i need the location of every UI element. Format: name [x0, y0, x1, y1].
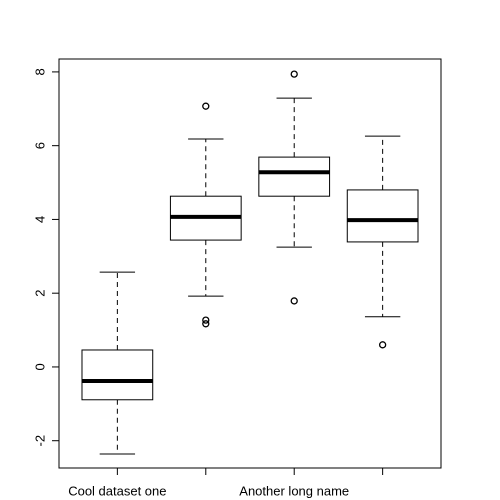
- box: [258, 156, 331, 197]
- box: [81, 349, 154, 401]
- y-tick-label: 6: [32, 142, 47, 149]
- x-tick-label: Another long name: [239, 483, 349, 498]
- y-tick-label: 8: [32, 68, 47, 75]
- outlier: [378, 341, 387, 349]
- y-tick-label: 0: [32, 363, 47, 370]
- plot-frame: [58, 58, 442, 469]
- outlier: [290, 297, 298, 305]
- y-tick-label: 4: [32, 216, 47, 223]
- outlier: [202, 316, 210, 324]
- outlier: [290, 70, 298, 78]
- y-tick-label: 2: [32, 290, 47, 297]
- outlier: [202, 102, 210, 110]
- outlier: [202, 320, 210, 328]
- box: [346, 189, 419, 243]
- y-tick-label: -2: [32, 435, 47, 447]
- x-tick-label: Cool dataset one: [68, 483, 166, 498]
